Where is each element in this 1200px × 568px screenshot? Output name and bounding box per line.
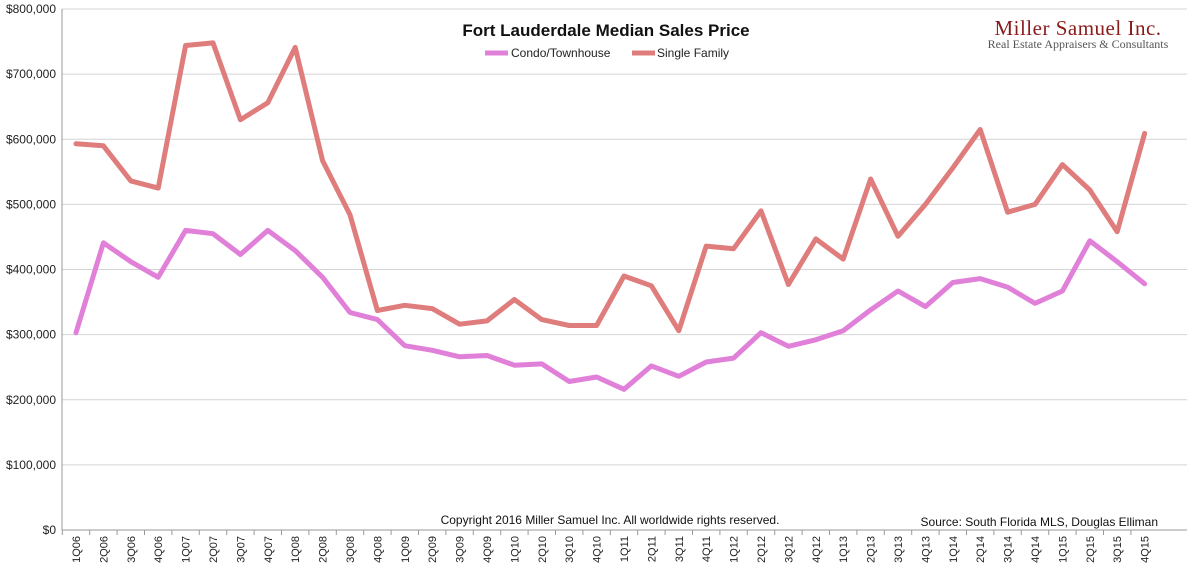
brand-tagline: Real Estate Appraisers & Consultants xyxy=(988,37,1169,51)
brand-name: Miller Samuel Inc. xyxy=(994,16,1161,40)
x-tick-label: 1Q13 xyxy=(838,536,850,563)
x-tick-label: 4Q06 xyxy=(153,536,165,563)
x-tick-label: 2Q10 xyxy=(537,536,549,563)
y-tick-label: $700,000 xyxy=(6,67,56,81)
y-tick-label: $300,000 xyxy=(6,328,56,342)
x-tick-label: 1Q06 xyxy=(71,536,83,563)
y-tick-label: $400,000 xyxy=(6,263,56,277)
y-tick-label: $600,000 xyxy=(6,132,56,146)
x-tick-label: 4Q10 xyxy=(592,536,604,563)
y-tick-label: $0 xyxy=(43,523,57,537)
x-tick-label: 2Q14 xyxy=(975,536,987,563)
x-tick-label: 1Q11 xyxy=(619,536,631,562)
copyright-note: Copyright 2016 Miller Samuel Inc. All wo… xyxy=(441,513,780,527)
y-tick-label: $200,000 xyxy=(6,393,56,407)
y-tick-label: $500,000 xyxy=(6,197,56,211)
x-tick-label: 4Q11 xyxy=(701,536,713,562)
series-lines xyxy=(73,40,1148,392)
x-tick-label: 1Q15 xyxy=(1057,536,1069,563)
x-tick-label: 1Q08 xyxy=(290,536,302,563)
x-tick-label: 2Q08 xyxy=(318,536,330,563)
y-axis: $0 $100,000 $200,000 $300,000 $400,000 $500,0… xyxy=(6,2,63,537)
x-tick-label: 3Q09 xyxy=(455,536,467,563)
x-axis: 1Q06 2Q06 3Q06 4Q06 1Q07 2Q07 3Q07 4Q07 1Q08 2Q08… xyxy=(61,529,1187,563)
x-tick-label: 2Q07 xyxy=(208,536,220,563)
chart-title: Fort Lauderdale Median Sales Price xyxy=(462,21,749,40)
x-tick-label: 4Q14 xyxy=(1030,536,1042,563)
x-tick-label: 1Q14 xyxy=(948,536,960,563)
x-tick-label: 3Q15 xyxy=(1112,536,1124,563)
x-tick-label: 1Q12 xyxy=(729,536,741,563)
legend-label-condo: Condo/Townhouse xyxy=(511,46,611,60)
x-tick-label: 2Q15 xyxy=(1085,536,1097,563)
y-tick-label: $800,000 xyxy=(6,2,56,16)
x-tick-label: 3Q10 xyxy=(564,536,576,563)
legend-label-single-family: Single Family xyxy=(657,46,729,60)
x-tick-label: 2Q11 xyxy=(646,536,658,562)
x-tick-label: 3Q06 xyxy=(126,536,138,563)
x-tick-label: 4Q15 xyxy=(1140,536,1152,563)
x-tick-label: 4Q09 xyxy=(482,536,494,563)
series-line-single-family xyxy=(73,40,1148,334)
legend: Condo/Townhouse Single Family xyxy=(485,46,729,60)
brand-logo: Miller Samuel Inc. Real Estate Appraiser… xyxy=(988,16,1169,51)
x-tick-label: 3Q08 xyxy=(345,536,357,563)
y-tick-label: $100,000 xyxy=(6,458,56,472)
x-tick-label: 3Q07 xyxy=(235,536,247,563)
x-tick-label: 3Q11 xyxy=(674,536,686,562)
x-tick-label: 2Q06 xyxy=(98,536,110,563)
x-tick-label: 4Q07 xyxy=(263,536,275,563)
x-tick-label: 2Q13 xyxy=(866,536,878,563)
x-tick-label: 4Q12 xyxy=(811,536,823,563)
x-tick-label: 3Q14 xyxy=(1003,536,1015,563)
x-tick-label: 3Q12 xyxy=(783,536,795,563)
x-tick-label: 4Q08 xyxy=(372,536,384,563)
source-note: Source: South Florida MLS, Douglas Ellim… xyxy=(921,515,1158,529)
x-tick-label: 2Q09 xyxy=(427,536,439,563)
x-tick-label: 1Q07 xyxy=(181,536,193,563)
x-tick-label: 1Q09 xyxy=(400,536,412,563)
x-tick-label: 2Q12 xyxy=(756,536,768,563)
x-tick-label: 1Q10 xyxy=(509,536,521,563)
x-tick-label: 4Q13 xyxy=(920,536,932,563)
series-line-condo-townhouse xyxy=(73,227,1148,392)
x-tick-label: 3Q13 xyxy=(893,536,905,563)
